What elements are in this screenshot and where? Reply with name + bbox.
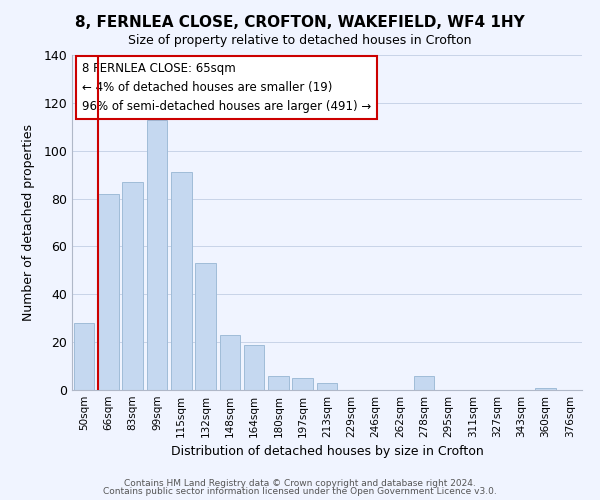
Bar	[292, 378, 313, 390]
Y-axis label: Number of detached properties: Number of detached properties	[22, 124, 35, 321]
Bar	[122, 182, 143, 390]
Text: Size of property relative to detached houses in Crofton: Size of property relative to detached ho…	[128, 34, 472, 47]
Text: 8 FERNLEA CLOSE: 65sqm
← 4% of detached houses are smaller (19)
96% of semi-deta: 8 FERNLEA CLOSE: 65sqm ← 4% of detached …	[82, 62, 371, 112]
Bar	[535, 388, 556, 390]
Bar	[146, 120, 167, 390]
Bar	[98, 194, 119, 390]
Bar	[268, 376, 289, 390]
Bar	[220, 335, 240, 390]
Bar	[74, 323, 94, 390]
Bar	[244, 344, 265, 390]
Text: Contains public sector information licensed under the Open Government Licence v3: Contains public sector information licen…	[103, 487, 497, 496]
Text: 8, FERNLEA CLOSE, CROFTON, WAKEFIELD, WF4 1HY: 8, FERNLEA CLOSE, CROFTON, WAKEFIELD, WF…	[75, 15, 525, 30]
Bar	[195, 263, 216, 390]
X-axis label: Distribution of detached houses by size in Crofton: Distribution of detached houses by size …	[170, 446, 484, 458]
Text: Contains HM Land Registry data © Crown copyright and database right 2024.: Contains HM Land Registry data © Crown c…	[124, 478, 476, 488]
Bar	[414, 376, 434, 390]
Bar	[317, 383, 337, 390]
Bar	[171, 172, 191, 390]
